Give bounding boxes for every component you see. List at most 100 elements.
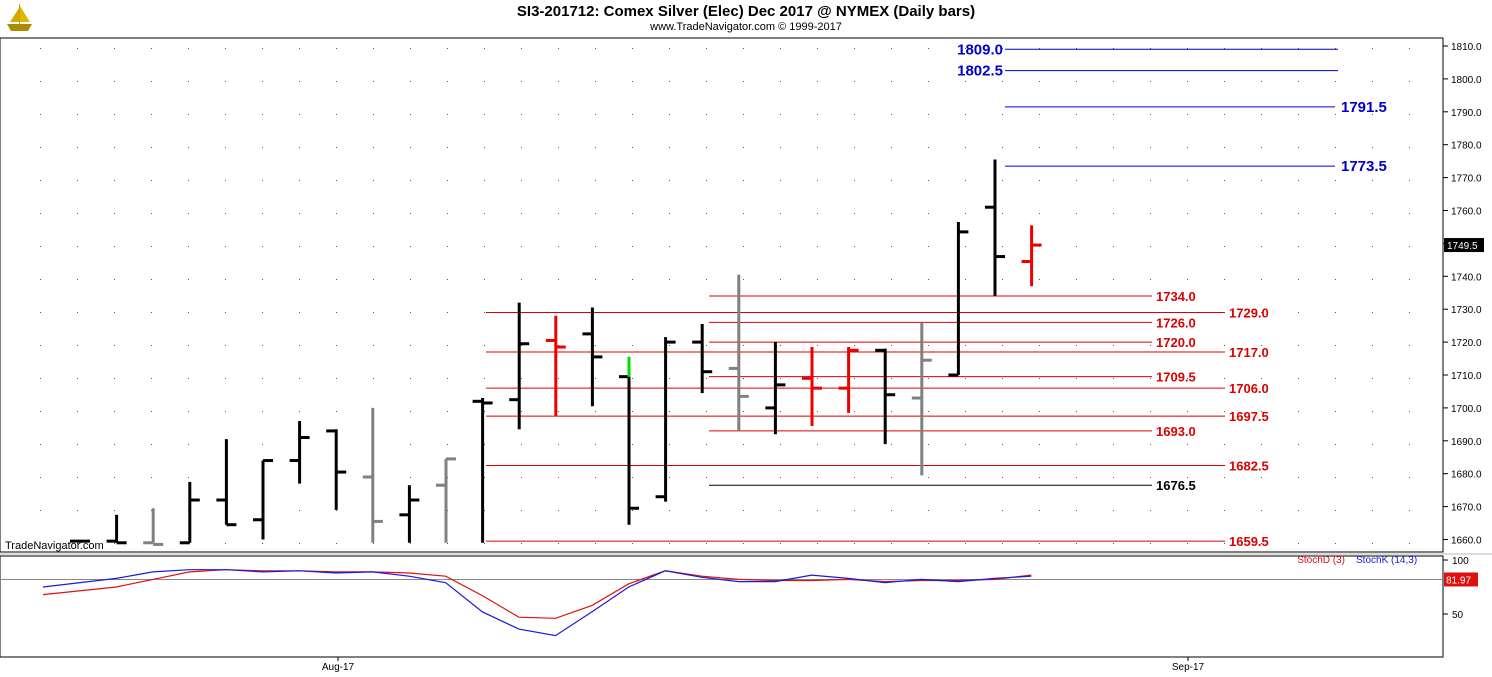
grid-dot [225,411,226,412]
grid-dot [928,81,929,82]
grid-dot [1039,213,1040,214]
grid-dot [262,81,263,82]
grid-dot [447,444,448,445]
x-tick-label: Aug-17 [322,662,355,673]
grid-dot [114,312,115,313]
level-label: 1659.5 [1229,534,1269,549]
grid-dot [521,411,522,412]
grid-dot [1298,378,1299,379]
grid-dot [854,477,855,478]
grid-dot [891,378,892,379]
grid-dot [77,510,78,511]
grid-dot [1150,510,1151,511]
grid-dot [1224,48,1225,49]
grid-dot [780,378,781,379]
grid-dot [484,114,485,115]
grid-dot [1150,180,1151,181]
level-label: 1726.0 [1156,315,1196,330]
grid-dot [299,378,300,379]
y-tick-label: 1740.0 [1451,272,1482,283]
grid-dot [743,510,744,511]
grid-dot [1002,48,1003,49]
grid-dot [262,444,263,445]
grid-dot [410,411,411,412]
last-price-label: 1749.5 [1447,241,1478,252]
grid-dot [854,444,855,445]
grid-dot [743,180,744,181]
grid-dot [743,81,744,82]
grid-dot [262,246,263,247]
grid-dot [1150,114,1151,115]
grid-dot [1261,246,1262,247]
grid-dot [40,444,41,445]
grid-dot [1224,246,1225,247]
grid-dot [225,246,226,247]
grid-dot [854,114,855,115]
grid-dot [373,180,374,181]
grid-dot [1261,312,1262,313]
grid-dot [521,378,522,379]
grid-dot [1150,279,1151,280]
grid-dot [1150,213,1151,214]
grid-dot [632,180,633,181]
grid-dot [1335,543,1336,544]
grid-dot [965,345,966,346]
grid-dot [928,543,929,544]
grid-dot [1261,114,1262,115]
grid-dot [77,312,78,313]
grid-dot [1150,543,1151,544]
grid-dot [1224,543,1225,544]
grid-dot [1298,180,1299,181]
grid-dot [262,48,263,49]
grid-dot [595,345,596,346]
grid-dot [1224,411,1225,412]
grid-dot [854,279,855,280]
grid-dot [632,543,633,544]
grid-dot [114,147,115,148]
grid-dot [1224,279,1225,280]
grid-dot [1261,81,1262,82]
grid-dot [447,81,448,82]
grid-dot [336,543,337,544]
grid-dot [1187,213,1188,214]
grid-dot [669,114,670,115]
grid-dot [1076,180,1077,181]
grid-dot [669,345,670,346]
grid-dot [1224,147,1225,148]
grid-dot [854,81,855,82]
stoch-d-legend: StochD (3) [1297,555,1345,566]
grid-dot [1113,246,1114,247]
grid-dot [1039,81,1040,82]
y-tick-label: 1810.0 [1451,42,1482,53]
grid-dot [780,477,781,478]
grid-dot [188,378,189,379]
grid-dot [595,81,596,82]
grid-dot [1298,48,1299,49]
grid-dot [521,213,522,214]
grid-dot [669,246,670,247]
grid-dot [891,81,892,82]
grid-dot [1372,114,1373,115]
grid-dot [854,543,855,544]
grid-dot [40,378,41,379]
grid-dot [521,444,522,445]
grid-dot [558,180,559,181]
grid-dot [1002,180,1003,181]
grid-dot [151,477,152,478]
grid-dot [447,48,448,49]
grid-dot [1409,279,1410,280]
grid-dot [1298,543,1299,544]
grid-dot [225,180,226,181]
grid-dot [1409,48,1410,49]
grid-dot [1372,477,1373,478]
grid-dot [410,213,411,214]
grid-dot [1372,543,1373,544]
grid-dot [336,510,337,511]
grid-dot [928,444,929,445]
grid-dot [928,510,929,511]
grid-dot [447,543,448,544]
grid-dot [1187,444,1188,445]
grid-dot [632,477,633,478]
grid-dot [262,213,263,214]
grid-dot [336,246,337,247]
